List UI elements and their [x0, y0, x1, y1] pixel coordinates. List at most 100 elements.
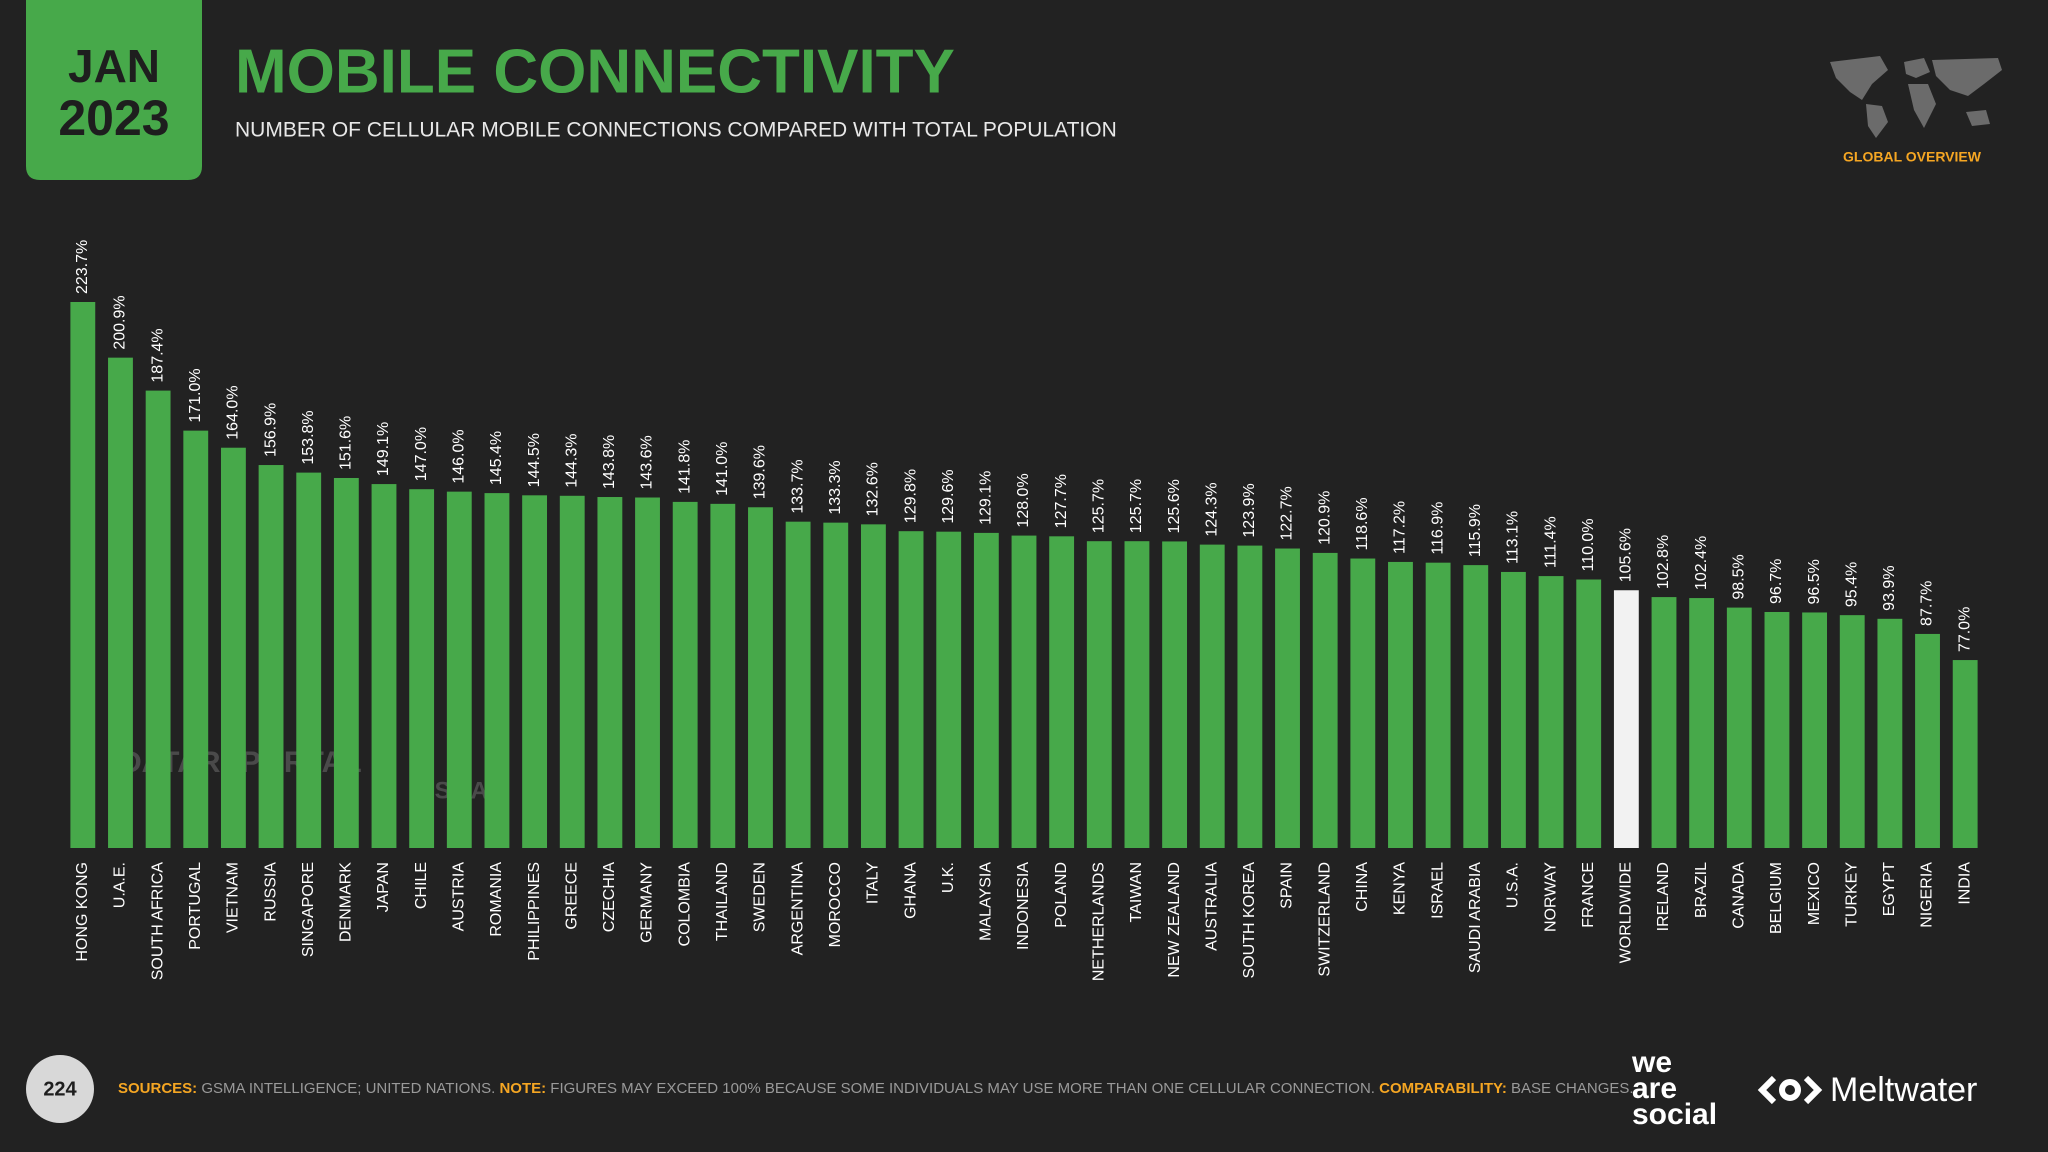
value-label: 113.1% — [1505, 511, 1522, 564]
value-label: 110.0% — [1580, 518, 1597, 571]
value-label: 141.0% — [714, 442, 731, 496]
x-tick-label: GERMANY — [639, 862, 656, 943]
x-tick-label: ITALY — [865, 862, 882, 904]
value-label: 129.8% — [902, 469, 919, 523]
value-label: 120.9% — [1316, 491, 1333, 545]
value-label: 95.4% — [1843, 562, 1860, 607]
bar — [484, 493, 510, 848]
value-label: 125.7% — [1128, 479, 1145, 533]
value-label: 128.0% — [1015, 473, 1032, 527]
x-tick-label: KENYA — [1392, 862, 1409, 915]
x-tick-label: IRELAND — [1655, 862, 1672, 931]
x-tick-label: CHINA — [1354, 862, 1371, 912]
value-label: 164.0% — [225, 385, 242, 439]
value-label: 139.6% — [752, 445, 769, 499]
bar — [1915, 633, 1940, 848]
x-tick-label: RUSSIA — [262, 862, 279, 922]
x-tick-label: SWEDEN — [752, 862, 769, 932]
value-label: 147.0% — [413, 427, 430, 481]
bar — [1952, 660, 1978, 848]
logo-text: social — [1632, 1098, 1717, 1131]
x-tick-label: SWITZERLAND — [1316, 862, 1333, 977]
value-label: 151.6% — [338, 416, 355, 470]
x-tick-label: HONG KONG — [74, 862, 91, 962]
bar — [672, 501, 698, 848]
bar — [1162, 541, 1188, 848]
value-label: 146.0% — [451, 429, 468, 483]
x-tick-label: SOUTH AFRICA — [149, 862, 166, 981]
bars: 223.7% HONG KONG 200.9% U.A.E. 187.4% SOUTH A… — [70, 240, 1978, 981]
value-label: 105.6% — [1618, 528, 1635, 582]
bar — [1877, 618, 1903, 848]
value-label: 96.5% — [1806, 559, 1823, 604]
x-tick-label: TAIWAN — [1128, 862, 1145, 922]
value-label: 153.8% — [300, 410, 317, 464]
value-label: 93.9% — [1881, 565, 1898, 610]
bar — [220, 447, 246, 848]
value-label: 133.7% — [789, 459, 806, 513]
value-label: 127.7% — [1053, 474, 1070, 528]
bar — [258, 465, 284, 848]
x-tick-label: PORTUGAL — [187, 862, 204, 950]
bar — [1237, 545, 1263, 848]
bar — [860, 524, 886, 848]
value-label: 87.7% — [1919, 581, 1936, 626]
x-tick-label: NETHERLANDS — [1091, 862, 1108, 981]
value-label: 143.6% — [639, 435, 656, 489]
value-label: 125.7% — [1091, 479, 1108, 533]
logo-text: Meltwater — [1830, 1071, 1977, 1109]
x-tick-label: SINGAPORE — [300, 862, 317, 957]
bar — [1764, 611, 1790, 848]
bar — [70, 302, 96, 848]
date-badge — [26, 0, 202, 180]
bar — [1124, 541, 1150, 848]
value-label: 117.2% — [1392, 501, 1409, 554]
bar — [1651, 597, 1677, 848]
logo-text: are — [1632, 1072, 1677, 1105]
x-tick-label: COLOMBIA — [676, 862, 693, 947]
value-label: 144.3% — [563, 434, 580, 488]
x-tick-label: WORLDWIDE — [1618, 862, 1635, 963]
x-tick-label: CZECHIA — [601, 862, 618, 933]
value-label: 98.5% — [1731, 554, 1748, 599]
value-label: 133.3% — [827, 460, 844, 514]
x-tick-label: PHILIPPINES — [526, 862, 543, 961]
x-tick-label: SAUDI ARABIA — [1467, 862, 1484, 973]
bar — [1312, 552, 1338, 848]
bar — [1350, 558, 1376, 848]
value-label: 102.4% — [1693, 536, 1710, 590]
bar — [635, 497, 660, 848]
bar — [1613, 590, 1639, 848]
x-tick-label: NORWAY — [1542, 862, 1559, 932]
bar — [1500, 571, 1526, 848]
value-label: 132.6% — [865, 462, 882, 516]
value-label: 115.9% — [1467, 504, 1484, 557]
value-label: 223.7% — [74, 240, 91, 294]
x-tick-label: INDIA — [1956, 862, 1973, 905]
x-tick-label: VIETNAM — [225, 862, 242, 933]
x-tick-label: EGYPT — [1881, 862, 1898, 916]
value-label: 77.0% — [1956, 607, 1973, 652]
page-badge — [26, 1055, 94, 1123]
value-label: 102.8% — [1655, 535, 1672, 589]
logo-text: we — [1631, 1046, 1672, 1079]
value-label: 125.6% — [1166, 479, 1183, 533]
bar — [1049, 536, 1075, 848]
x-tick-label: NIGERIA — [1919, 862, 1936, 928]
bar — [1689, 598, 1715, 848]
bar — [522, 495, 548, 848]
x-tick-label: U.K. — [940, 862, 957, 893]
page-number: 224 — [43, 1078, 77, 1100]
bar — [296, 472, 322, 848]
x-tick-label: INDONESIA — [1015, 862, 1032, 950]
chart-title: MOBILE CONNECTIVITY — [235, 37, 955, 106]
value-label: 200.9% — [112, 295, 129, 349]
value-label: 118.6% — [1354, 497, 1371, 550]
bar — [1576, 579, 1602, 848]
value-label: 143.8% — [601, 435, 618, 489]
value-label: 187.4% — [149, 328, 166, 382]
bar — [1726, 607, 1752, 848]
bar — [559, 495, 585, 848]
comparability-label: COMPARABILITY: — [1379, 1080, 1507, 1097]
x-tick-label: SPAIN — [1279, 862, 1296, 909]
